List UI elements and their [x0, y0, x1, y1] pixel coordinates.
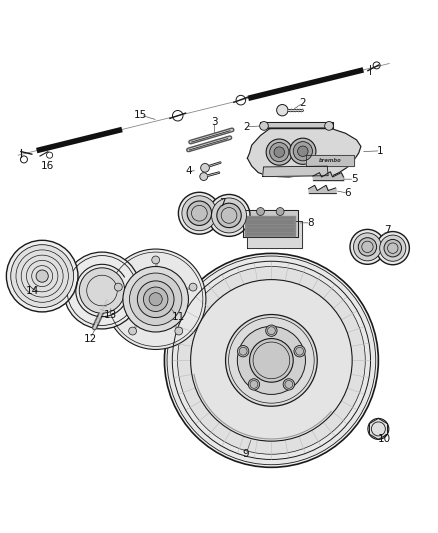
Text: 13: 13	[104, 310, 117, 320]
Text: 6: 6	[345, 188, 351, 198]
Circle shape	[79, 268, 125, 313]
Circle shape	[283, 379, 294, 390]
Text: 8: 8	[307, 218, 314, 228]
Circle shape	[325, 122, 333, 130]
Circle shape	[237, 326, 305, 394]
Polygon shape	[247, 126, 361, 177]
Text: 12: 12	[84, 334, 97, 344]
Text: 1: 1	[377, 146, 384, 156]
Text: 2: 2	[243, 122, 249, 132]
Circle shape	[260, 122, 268, 130]
Circle shape	[274, 147, 285, 157]
Polygon shape	[263, 166, 328, 176]
Circle shape	[380, 235, 406, 261]
Text: brembo: brembo	[319, 158, 342, 163]
Circle shape	[187, 201, 212, 225]
Polygon shape	[247, 221, 302, 248]
Circle shape	[368, 418, 389, 439]
Circle shape	[129, 327, 137, 335]
Circle shape	[167, 256, 376, 465]
Polygon shape	[245, 216, 295, 236]
Circle shape	[376, 231, 410, 265]
Circle shape	[36, 270, 48, 282]
Circle shape	[290, 138, 316, 164]
Circle shape	[11, 245, 74, 308]
Circle shape	[138, 281, 174, 318]
Polygon shape	[243, 210, 297, 237]
Circle shape	[294, 345, 305, 357]
Circle shape	[358, 238, 377, 256]
Circle shape	[123, 266, 188, 332]
Circle shape	[248, 379, 260, 390]
Text: 5: 5	[351, 174, 358, 184]
Circle shape	[277, 104, 288, 116]
Circle shape	[201, 164, 209, 172]
Text: 15: 15	[134, 110, 147, 120]
Circle shape	[276, 207, 284, 215]
Text: 7: 7	[384, 225, 390, 235]
Circle shape	[257, 207, 265, 215]
Circle shape	[270, 142, 289, 161]
Polygon shape	[261, 123, 332, 128]
Text: 3: 3	[211, 117, 218, 126]
Text: 7: 7	[219, 198, 226, 208]
Circle shape	[208, 195, 250, 236]
Text: 10: 10	[378, 434, 391, 444]
Text: 11: 11	[172, 312, 185, 322]
Circle shape	[250, 338, 293, 382]
Text: 2: 2	[300, 98, 306, 108]
Polygon shape	[306, 155, 354, 166]
Circle shape	[130, 273, 182, 326]
Text: 4: 4	[185, 166, 192, 176]
Circle shape	[237, 345, 249, 357]
Circle shape	[106, 249, 206, 350]
Circle shape	[350, 229, 385, 264]
Text: 9: 9	[243, 449, 249, 459]
Circle shape	[149, 293, 162, 306]
Circle shape	[64, 252, 141, 329]
Circle shape	[144, 287, 168, 311]
Circle shape	[297, 146, 308, 157]
Circle shape	[293, 142, 312, 161]
Circle shape	[266, 325, 277, 336]
Circle shape	[226, 314, 317, 406]
Circle shape	[384, 239, 402, 257]
Circle shape	[152, 256, 159, 264]
Circle shape	[178, 192, 220, 234]
Circle shape	[353, 233, 381, 261]
Circle shape	[200, 173, 208, 181]
Circle shape	[7, 240, 78, 312]
Circle shape	[182, 196, 217, 231]
Circle shape	[189, 283, 197, 291]
Circle shape	[212, 198, 247, 233]
Circle shape	[191, 280, 352, 441]
Circle shape	[114, 283, 122, 291]
Circle shape	[177, 266, 365, 454]
Circle shape	[266, 139, 292, 165]
Circle shape	[217, 203, 241, 228]
Circle shape	[175, 327, 183, 335]
Circle shape	[164, 253, 378, 467]
Text: 14: 14	[25, 286, 39, 295]
Text: 16: 16	[41, 161, 54, 171]
